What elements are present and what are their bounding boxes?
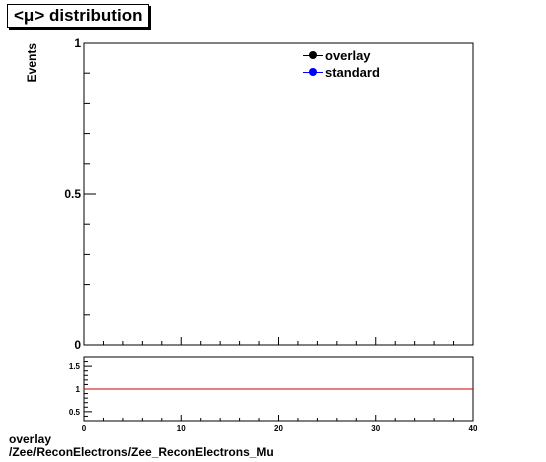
main-y-ticks: 00.51 (64, 36, 96, 352)
ratio-y-tick-label: 1.5 (69, 362, 81, 371)
ratio-x-tick-label: 30 (371, 424, 380, 433)
legend-item-standard: standard (303, 64, 380, 81)
overlay-marker-icon (303, 47, 323, 64)
legend: overlay standard (303, 47, 380, 81)
ratio-x-tick-label: 20 (274, 424, 283, 433)
main-y-tick-label: 1 (74, 36, 81, 50)
main-y-tick-label: 0 (74, 338, 81, 352)
legend-item-overlay: overlay (303, 47, 380, 64)
ratio-x-ticks: 0 10 20 30 40 (82, 415, 478, 433)
main-plot-frame (83, 42, 474, 346)
ratio-y-ticks: 0.5 1 1.5 (69, 361, 92, 417)
main-x-ticks (83, 337, 474, 345)
ratio-x-tick-label: 40 (469, 424, 478, 433)
ratio-x-tick-label: 0 (82, 424, 87, 433)
footer-line-2: /Zee/ReconElectrons/Zee_ReconElectrons_M… (9, 445, 274, 459)
standard-marker-icon (303, 64, 323, 81)
legend-label-standard: standard (325, 65, 380, 80)
y-axis-label: Events (25, 43, 39, 83)
main-y-tick-label: 0.5 (64, 187, 81, 201)
ratio-x-tick-label: 10 (177, 424, 186, 433)
ratio-y-tick-label: 0.5 (69, 408, 81, 417)
chart-title: <μ> distribution (7, 4, 150, 28)
ratio-y-tick-label: 1 (76, 385, 81, 394)
legend-label-overlay: overlay (325, 48, 371, 63)
footer-line-1: overlay (9, 432, 52, 446)
